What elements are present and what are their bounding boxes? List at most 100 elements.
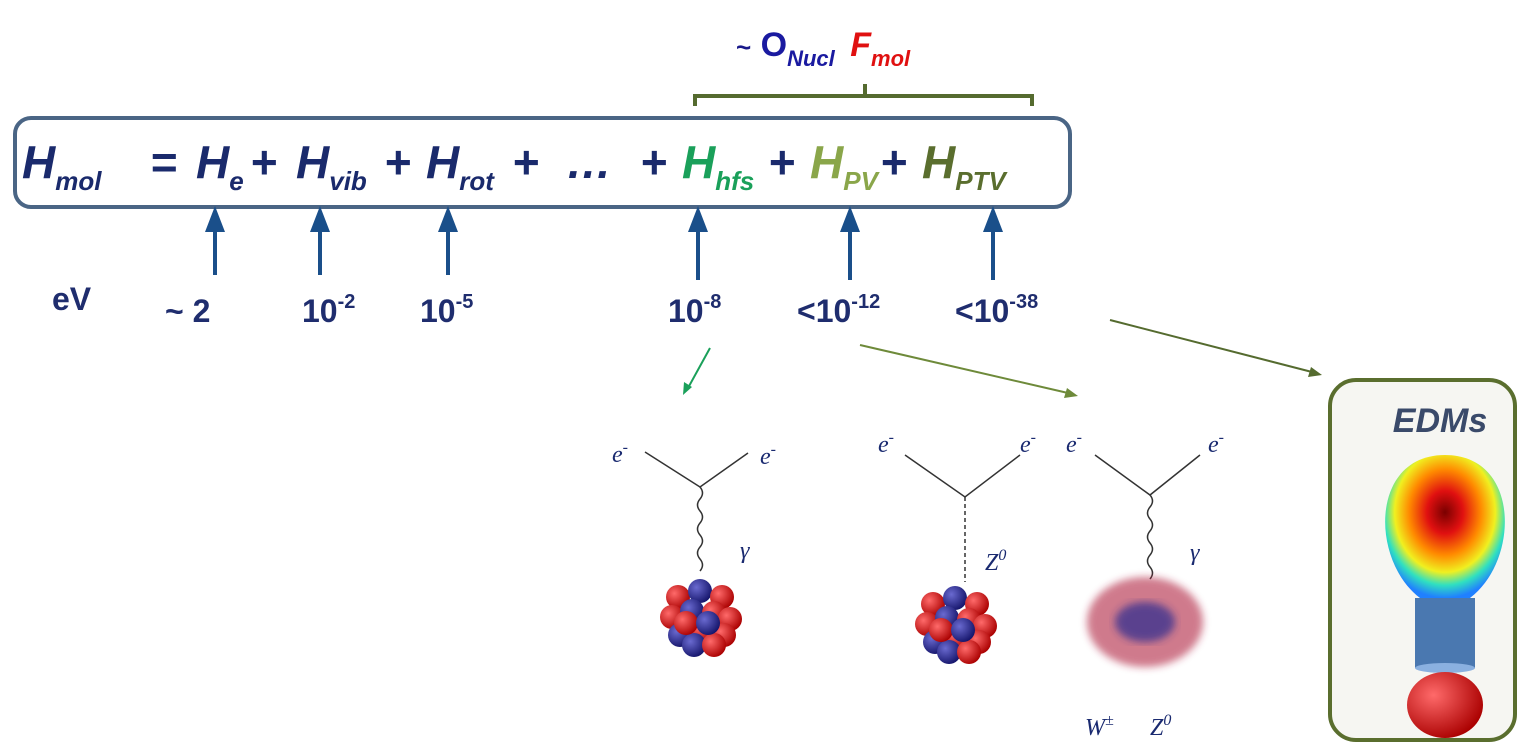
edm-balloon	[1385, 455, 1505, 598]
token-symbol: H	[196, 136, 230, 188]
scale-exponent: -38	[1009, 291, 1038, 313]
nucleon	[674, 611, 698, 635]
token-symbol: …	[566, 136, 612, 188]
nucleon	[957, 640, 981, 664]
particle: e	[1208, 432, 1219, 458]
token-symbol: +	[640, 136, 667, 188]
particle-label: e-	[878, 429, 894, 458]
token-subscript: hfs	[715, 166, 754, 196]
unit-label: eV	[52, 281, 92, 317]
edm-neck	[1415, 598, 1475, 668]
token-subscript: e	[229, 166, 243, 196]
equation-token: +	[768, 136, 795, 188]
boson: γ	[1190, 540, 1200, 566]
token-symbol: H	[810, 136, 844, 188]
particle-charge: -	[1219, 429, 1224, 446]
feynman-lines	[645, 452, 1200, 582]
diagram: ~ ONucl Fmol Hmol=He+Hvib+Hrot+…+Hhfs+HP…	[0, 0, 1518, 749]
exchange: Z	[1150, 715, 1164, 741]
scale-base: 10	[302, 293, 338, 329]
token-symbol: +	[250, 136, 277, 188]
particle-label: e-	[1020, 429, 1036, 458]
token-symbol: H	[682, 136, 716, 188]
operator-sub: Nucl	[787, 46, 836, 71]
token-symbol: +	[384, 136, 411, 188]
particle: e	[878, 432, 889, 458]
prefix: ~	[736, 32, 751, 62]
operator: O	[761, 26, 787, 64]
nucleon	[929, 618, 953, 642]
scale-base: <10	[955, 293, 1009, 329]
token-subscript: mol	[55, 166, 102, 196]
scale-base: 10	[420, 293, 456, 329]
equation-token: +	[250, 136, 277, 188]
factor: F	[850, 26, 872, 64]
token-symbol: H	[296, 136, 330, 188]
equation-token: +	[880, 136, 907, 188]
particle-label: e-	[612, 439, 628, 468]
edm-sphere	[1407, 672, 1483, 738]
equation-token: =	[150, 136, 177, 188]
particle-charge: -	[623, 439, 628, 456]
equation-token: +	[640, 136, 667, 188]
token-symbol: =	[150, 136, 177, 188]
scale-value: <10-38	[955, 291, 1038, 329]
token-subscript: rot	[459, 166, 495, 196]
scale-value: ~ 2	[165, 293, 210, 329]
scale-exponent: -12	[851, 291, 880, 313]
particle-charge: -	[771, 441, 776, 458]
particle: e	[1020, 432, 1031, 458]
particle-label: e-	[760, 441, 776, 470]
bracket-label: ~ ONucl Fmol	[736, 26, 911, 74]
token-symbol: +	[512, 136, 539, 188]
exchange-label: W±	[1085, 712, 1114, 741]
token-symbol: H	[426, 136, 460, 188]
edm-label: EDMs	[1393, 402, 1487, 440]
scale-base: 10	[668, 293, 704, 329]
scale-exponent: -5	[456, 291, 474, 313]
nucleon	[696, 611, 720, 635]
exchange-charge: ±	[1105, 712, 1114, 729]
particle: e	[1066, 432, 1077, 458]
boson: Z	[985, 550, 999, 576]
scale-arrows	[205, 206, 1003, 280]
exchange-charge: 0	[1163, 712, 1171, 729]
token-symbol: H	[22, 136, 56, 188]
boson-label: γ	[740, 538, 750, 564]
blurred-core	[1115, 602, 1175, 642]
particle-charge: -	[1077, 429, 1082, 446]
nucleon	[951, 618, 975, 642]
nuclei	[660, 579, 997, 664]
token-subscript: vib	[329, 166, 367, 196]
token-symbol: +	[768, 136, 795, 188]
scale-exponent: -8	[704, 291, 722, 313]
pointer-arrows	[683, 320, 1322, 398]
boson-label: γ	[1190, 540, 1200, 566]
particle-charge: -	[889, 429, 894, 446]
boson: γ	[740, 538, 750, 564]
boson-label: Z0	[985, 547, 1006, 576]
scale-base: ~ 2	[165, 293, 210, 329]
nucleon	[702, 633, 726, 657]
scale-value: 10-2	[302, 291, 355, 329]
scale-base: <10	[797, 293, 851, 329]
bracket	[695, 84, 1032, 106]
equation-token: +	[384, 136, 411, 188]
token-symbol: +	[880, 136, 907, 188]
equation-token: …	[566, 136, 612, 188]
particle-charge: -	[1031, 429, 1036, 446]
factor-sub: mol	[871, 46, 911, 71]
scale-value: 10-5	[420, 291, 473, 329]
equation-token: +	[512, 136, 539, 188]
token-subscript: PTV	[955, 166, 1008, 196]
particle-label: e-	[1066, 429, 1082, 458]
exchange: W	[1085, 715, 1107, 741]
scale-value: 10-8	[668, 291, 721, 329]
scale-value: <10-12	[797, 291, 880, 329]
particle: e	[760, 444, 771, 470]
edm-neck-rim	[1415, 663, 1475, 673]
particle: e	[612, 442, 623, 468]
boson-charge: 0	[998, 547, 1006, 564]
scale-exponent: -2	[338, 291, 356, 313]
